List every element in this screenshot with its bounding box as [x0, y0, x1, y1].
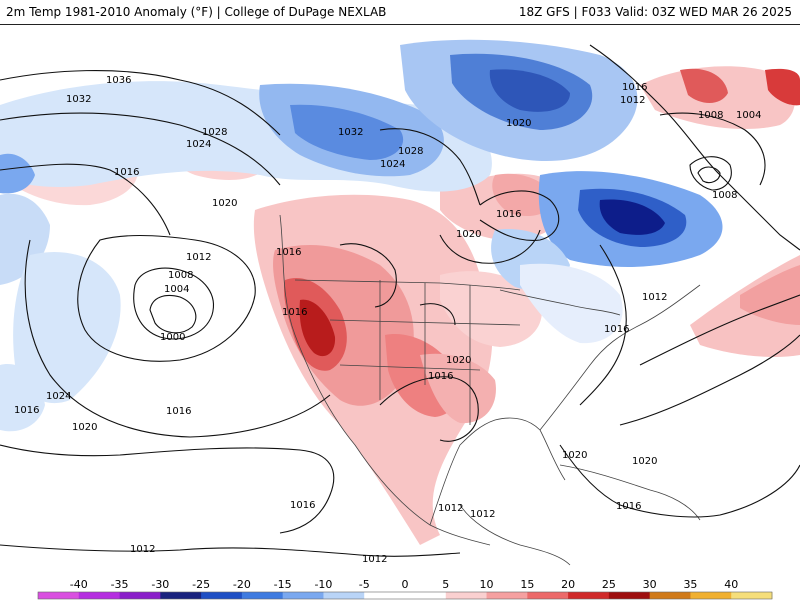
- legend-swatch: [731, 592, 773, 599]
- isobar-label: 1008: [712, 190, 737, 201]
- legend-tick-label: 5: [442, 578, 449, 591]
- legend-tick-label: 30: [643, 578, 657, 591]
- isobar-labels: 1036 1032 1032 1028 1028 1024 1024 1024 …: [14, 75, 761, 565]
- isobar-label: 1012: [186, 252, 211, 263]
- isobar-label: 1028: [202, 127, 227, 138]
- isobar-label: 1016: [282, 307, 307, 318]
- legend-tick-label: 40: [724, 578, 738, 591]
- isobar-label: 1012: [438, 503, 463, 514]
- isobar-label: 1020: [72, 422, 97, 433]
- isobar-label: 1024: [380, 159, 405, 170]
- legend-swatch: [364, 592, 406, 599]
- isobar-label: 1032: [66, 94, 91, 105]
- legend-tick-label: -30: [151, 578, 169, 591]
- isobar-label: 1020: [212, 198, 237, 209]
- legend-tick-label: -15: [274, 578, 292, 591]
- anomaly-map: 1036 1032 1032 1028 1028 1024 1024 1024 …: [0, 25, 800, 577]
- legend-swatch: [160, 592, 202, 599]
- legend-swatch: [119, 592, 161, 599]
- isobar-label: 1012: [362, 554, 387, 565]
- isobar-label: 1016: [114, 167, 139, 178]
- legend-swatches: [37, 591, 773, 600]
- legend-swatch: [486, 592, 528, 599]
- isobar-label: 1008: [698, 110, 723, 121]
- isobar-label: 1004: [164, 284, 189, 295]
- legend-tick-label: 35: [683, 578, 697, 591]
- isobar-label: 1008: [168, 270, 193, 281]
- legend-swatch: [608, 592, 651, 599]
- legend-tick-label: -40: [70, 578, 88, 591]
- legend-tick-label: 0: [402, 578, 409, 591]
- legend-tick-label: 15: [520, 578, 534, 591]
- isobars: [0, 44, 800, 557]
- isobar-label: 1024: [186, 139, 211, 150]
- isobar-label: 1020: [446, 355, 471, 366]
- isobar-label: 1016: [166, 406, 191, 417]
- legend-tick-label: -25: [192, 578, 210, 591]
- legend-tick-label: -5: [359, 578, 370, 591]
- legend-swatch: [527, 592, 569, 599]
- legend-swatch: [282, 592, 324, 599]
- model-run-info: 18Z GFS | F033 Valid: 03Z WED MAR 26 202…: [518, 5, 792, 19]
- isobar-label: 1012: [642, 292, 667, 303]
- color-scale-legend: -40 -35 -30 -25 -20 -15 -10 -5 0 5 10 15 20 25 30 35 40: [0, 577, 800, 600]
- isobar-label: 1016: [496, 209, 521, 220]
- legend-swatch: [445, 592, 488, 599]
- isobar-label: 1020: [632, 456, 657, 467]
- map-title: 2m Temp 1981-2010 Anomaly (°F) | College…: [6, 5, 387, 19]
- legend-tick-label: 20: [561, 578, 575, 591]
- legend-swatch: [241, 592, 284, 599]
- legend-swatch: [323, 592, 365, 599]
- isobar-label: 1016: [14, 405, 39, 416]
- legend-swatch: [201, 592, 243, 599]
- isobar-label: 1032: [338, 127, 363, 138]
- legend-tick-label: 10: [480, 578, 494, 591]
- isobar-label: 1012: [130, 544, 155, 555]
- legend-tick-label: -10: [314, 578, 332, 591]
- legend-tick-label: -20: [233, 578, 251, 591]
- legend-swatch: [690, 592, 732, 599]
- geographic-boundaries: [279, 214, 701, 566]
- legend-swatch: [78, 592, 121, 599]
- isobar-label: 1016: [290, 500, 315, 511]
- isobar-label: 1016: [616, 501, 641, 512]
- isobar-label: 1024: [46, 391, 71, 402]
- legend-tick-labels: -40 -35 -30 -25 -20 -15 -10 -5 0 5 10 15 20 25 30 35 40: [70, 578, 738, 591]
- isobar-label: 1004: [736, 110, 761, 121]
- cold-anomaly: [0, 39, 723, 432]
- isobar-label: 1020: [506, 118, 531, 129]
- legend-swatch: [38, 592, 80, 599]
- isobar-label: 1012: [470, 509, 495, 520]
- legend-swatch: [568, 592, 610, 599]
- isobar-label: 1020: [456, 229, 481, 240]
- legend-tick-label: 25: [602, 578, 616, 591]
- legend-tick-label: -35: [111, 578, 129, 591]
- isobar-label: 1036: [106, 75, 131, 86]
- isobar-label: 1016: [428, 371, 453, 382]
- isobar-label: 1028: [398, 146, 423, 157]
- isobar-label: 1016: [604, 324, 629, 335]
- legend-frame: [37, 591, 773, 600]
- legend-swatch: [649, 592, 691, 599]
- isobar-label: 1000: [160, 332, 185, 343]
- warm-anomaly-west: [253, 194, 496, 545]
- isobar-label: 1012: [620, 95, 645, 106]
- isobar-label: 1020: [562, 450, 587, 461]
- isobar-label: 1016: [622, 82, 647, 93]
- header-bar: 2m Temp 1981-2010 Anomaly (°F) | College…: [0, 0, 800, 25]
- isobar-label: 1016: [276, 247, 301, 258]
- legend-swatch: [405, 592, 447, 599]
